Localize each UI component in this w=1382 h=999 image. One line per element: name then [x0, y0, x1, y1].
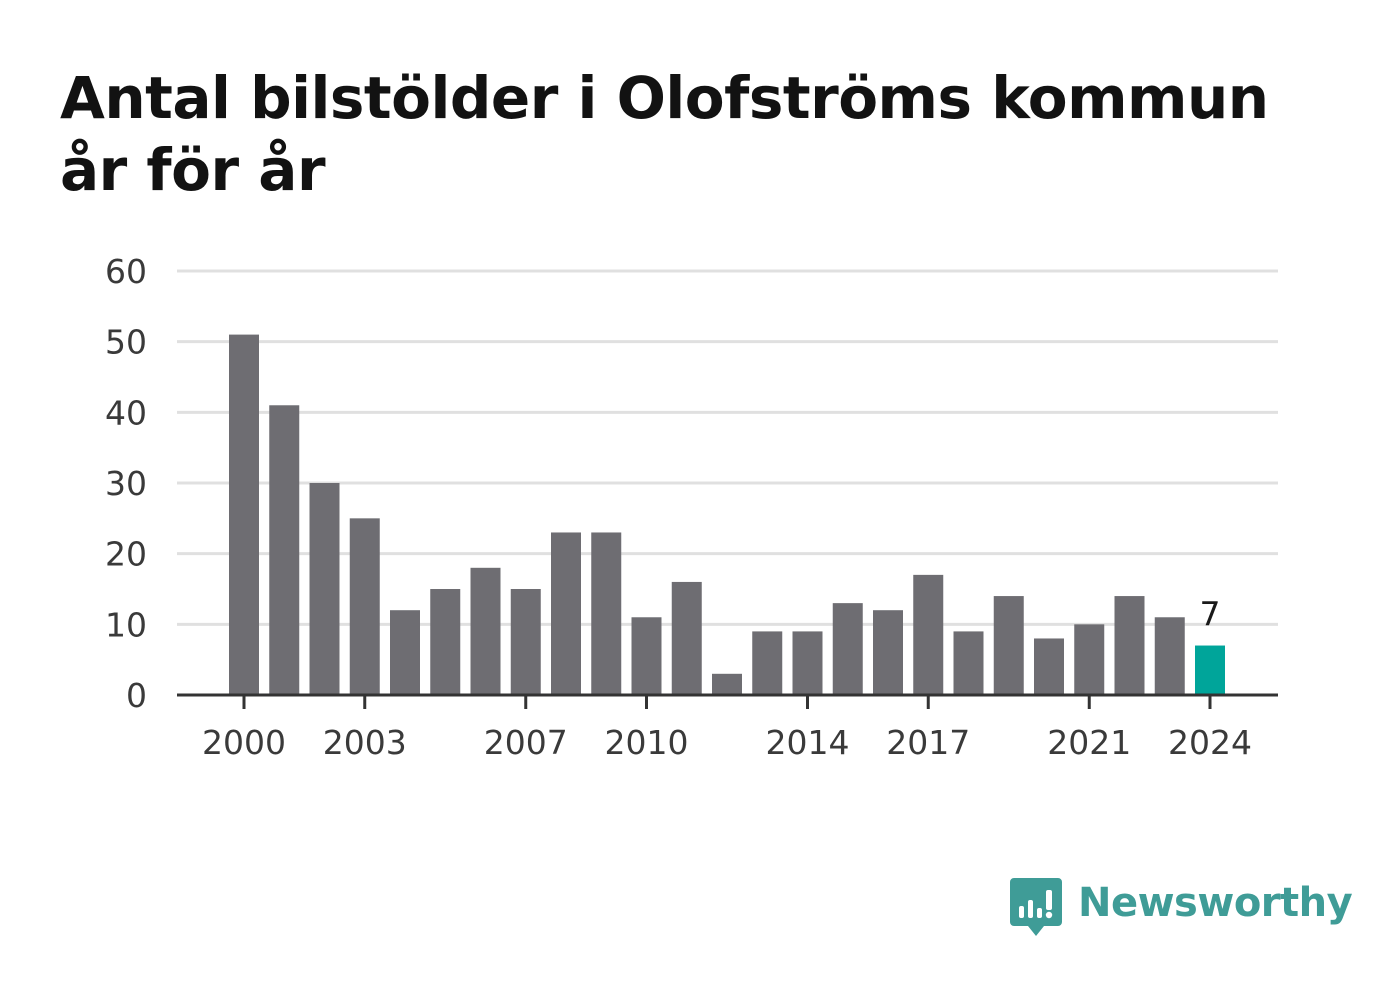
bar-2024 [1195, 645, 1225, 695]
chart-speech-bubble-icon [1010, 878, 1062, 936]
bar-2001 [269, 405, 300, 695]
x-tick-label-2014: 2014 [766, 723, 850, 762]
brand-name: Newsworthy [1078, 880, 1353, 926]
chart-title: Antal bilstölder i Olofströms kommun år … [60, 64, 1269, 204]
x-tick-label-2021: 2021 [1047, 723, 1131, 762]
bar-2018 [953, 631, 984, 695]
y-tick-label-40: 40 [105, 393, 147, 432]
y-tick-label-10: 10 [105, 605, 147, 644]
x-tick-label-2000: 2000 [202, 723, 286, 762]
bar-2011 [671, 581, 702, 695]
bars [229, 334, 1225, 695]
bar-2002 [309, 483, 340, 695]
bar-2020 [1034, 638, 1064, 695]
data-label-2024: 7 [1200, 595, 1221, 634]
y-tick-label-50: 50 [105, 323, 147, 362]
bar-2003 [349, 518, 380, 695]
bar-2005 [430, 589, 461, 695]
bar-2023 [1154, 617, 1185, 695]
bar-2000 [229, 334, 259, 695]
bar-2015 [832, 603, 863, 695]
y-tick-label-60: 60 [105, 252, 147, 291]
bar-2004 [390, 610, 420, 695]
y-tick-label-30: 30 [105, 464, 147, 503]
bar-2019 [993, 596, 1024, 695]
y-tick-label-20: 20 [105, 535, 147, 574]
tick-labels: 0 10 20 30 40 50 60 7 2000 2003 2007 2010 2014 2017 20… [105, 252, 1252, 762]
x-tick-label-2007: 2007 [484, 723, 568, 762]
bar-2008 [551, 532, 581, 695]
bar-2022 [1114, 596, 1145, 695]
bar-2007 [510, 589, 541, 695]
bar-2012 [712, 673, 742, 695]
x-tick-label-2024: 2024 [1168, 723, 1252, 762]
x-tick-label-2003: 2003 [323, 723, 407, 762]
bar-2013 [752, 631, 783, 695]
grid-lines [177, 269, 1278, 626]
bar-2006 [470, 567, 501, 695]
x-axis [177, 693, 1278, 709]
x-tick-label-2017: 2017 [886, 723, 970, 762]
bar-2016 [873, 610, 903, 695]
bar-2010 [631, 617, 662, 695]
x-tick-label-2010: 2010 [605, 723, 689, 762]
bar-2009 [591, 532, 622, 695]
y-tick-label-0: 0 [126, 676, 147, 715]
bar-2014 [792, 631, 823, 695]
bar-2017 [913, 574, 944, 695]
bar-2021 [1074, 624, 1105, 695]
newsworthy-logo: Newsworthy [1010, 878, 1353, 942]
